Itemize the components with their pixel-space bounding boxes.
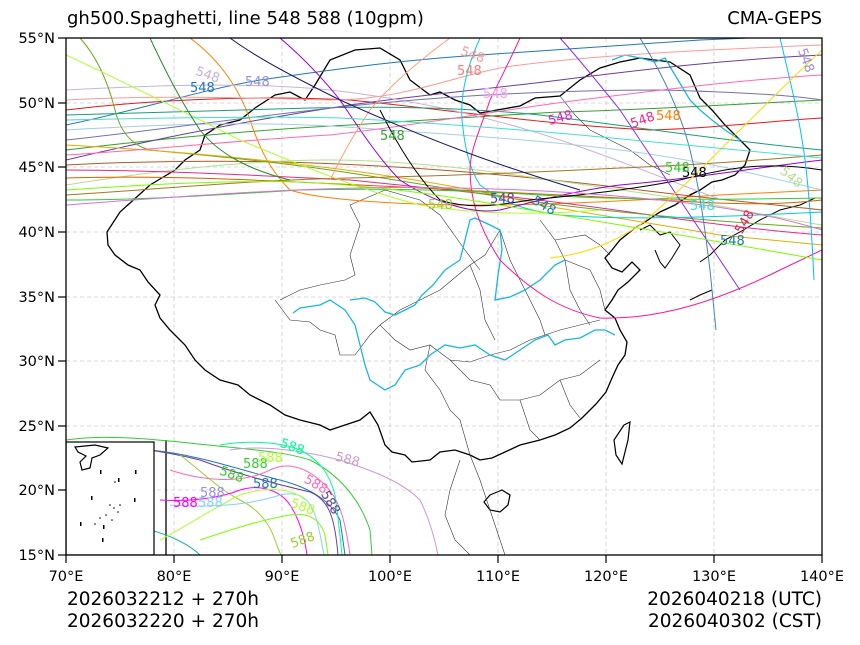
init-time-cst: 2026032220 + 270h xyxy=(67,611,260,632)
svg-text:588: 588 xyxy=(258,451,283,466)
valid-time-utc: 2026040218 (UTC) xyxy=(647,589,822,610)
svg-text:588: 588 xyxy=(243,457,268,472)
svg-text:55°N: 55°N xyxy=(18,31,55,47)
svg-text:90°E: 90°E xyxy=(265,569,300,585)
svg-text:120°E: 120°E xyxy=(584,569,628,585)
svg-text:588: 588 xyxy=(173,496,198,511)
south-china-sea-inset xyxy=(66,441,155,555)
svg-text:70°E: 70°E xyxy=(49,569,84,585)
model-name: CMA-GEPS xyxy=(727,8,822,29)
svg-text:548: 548 xyxy=(380,129,405,144)
province-borders xyxy=(274,95,671,555)
svg-text:40°N: 40°N xyxy=(18,225,55,241)
svg-text:548: 548 xyxy=(457,64,482,79)
valid-time-block: 2026040218 (UTC) 2026040302 (CST) xyxy=(647,589,822,633)
chart-title: gh500.Spaghetti, line 548 588 (10gpm) xyxy=(67,8,424,29)
svg-text:588: 588 xyxy=(200,486,225,501)
svg-text:548: 548 xyxy=(777,164,806,191)
x-tick-labels: 70°E 80°E 90°E 100°E 110°E 120°E 130°E 1… xyxy=(49,569,844,585)
svg-text:15°N: 15°N xyxy=(18,548,55,564)
svg-text:30°N: 30°N xyxy=(18,354,55,370)
svg-text:548: 548 xyxy=(483,87,508,102)
svg-text:548: 548 xyxy=(547,108,575,129)
svg-text:588: 588 xyxy=(253,477,278,492)
contour-labels-548: 548 548 548 548 548 548 548 548 548 548 … xyxy=(190,44,817,249)
svg-text:548: 548 xyxy=(720,234,745,249)
svg-text:110°E: 110°E xyxy=(476,569,520,585)
svg-text:100°E: 100°E xyxy=(368,569,412,585)
init-time-block: 2026032212 + 270h 2026032220 + 270h xyxy=(67,589,259,633)
svg-text:548: 548 xyxy=(190,81,215,96)
svg-text:80°E: 80°E xyxy=(157,569,192,585)
hainan-island xyxy=(483,489,511,513)
x-axis xyxy=(65,555,823,563)
svg-text:45°N: 45°N xyxy=(18,160,55,176)
japan-coast xyxy=(689,197,816,301)
svg-text:548: 548 xyxy=(428,198,453,213)
svg-text:548: 548 xyxy=(656,109,681,124)
svg-text:588: 588 xyxy=(288,496,316,519)
svg-text:50°N: 50°N xyxy=(18,96,55,112)
svg-text:548: 548 xyxy=(490,192,515,207)
gridlines xyxy=(66,38,822,555)
plot-frame xyxy=(65,37,823,556)
svg-text:588: 588 xyxy=(317,488,342,517)
contour-labels-588: 588 588 588 588 588 588 588 588 588 588 … xyxy=(173,436,361,552)
korea-coast xyxy=(639,224,681,269)
svg-text:548: 548 xyxy=(665,161,690,176)
svg-text:588: 588 xyxy=(334,450,362,471)
contours-588 xyxy=(66,436,439,555)
china-boundary xyxy=(106,47,751,555)
svg-text:548: 548 xyxy=(245,75,270,90)
valid-time-cst: 2026040302 (CST) xyxy=(648,611,822,632)
svg-text:140°E: 140°E xyxy=(800,569,844,585)
svg-text:588: 588 xyxy=(198,496,223,511)
svg-text:548: 548 xyxy=(629,109,657,132)
svg-text:35°N: 35°N xyxy=(18,290,55,306)
init-time-utc: 2026032212 + 270h xyxy=(67,589,260,610)
svg-text:588: 588 xyxy=(289,529,317,552)
taiwan-island xyxy=(613,420,631,466)
yellow-river xyxy=(349,217,566,316)
svg-text:548: 548 xyxy=(690,199,715,214)
amur-river xyxy=(611,54,741,141)
svg-text:25°N: 25°N xyxy=(18,419,55,435)
svg-text:588: 588 xyxy=(217,464,245,487)
svg-text:548: 548 xyxy=(682,166,707,181)
svg-text:20°N: 20°N xyxy=(18,483,55,499)
yangtze-river xyxy=(292,299,616,391)
rivers xyxy=(292,54,741,391)
y-tick-labels: 55°N 50°N 45°N 40°N 35°N 30°N 25°N 20°N … xyxy=(18,31,55,564)
contours-548 xyxy=(66,38,822,331)
svg-text:130°E: 130°E xyxy=(692,569,736,585)
svg-text:548: 548 xyxy=(794,46,817,74)
y-axis xyxy=(58,37,66,556)
